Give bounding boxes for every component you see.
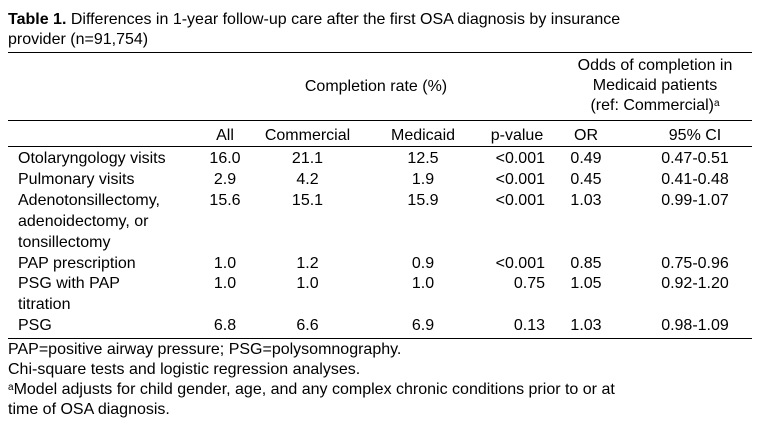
cell-ci: 0.41-0.48: [661, 171, 729, 188]
row-label-cont: titration: [18, 296, 71, 313]
cell-ci: 0.92-1.20: [661, 275, 729, 292]
cell-or: 1.03: [570, 192, 602, 209]
cell-pvalue: 0.13: [513, 317, 545, 334]
col-header-pvalue: p-value: [490, 127, 544, 144]
col-header-commercial: Commercial: [264, 127, 351, 144]
row-label: PAP prescription: [18, 255, 136, 272]
cell-all: 1.0: [213, 255, 237, 272]
table-caption-cont: provider (n=91,754): [8, 31, 149, 48]
cell-all: 1.0: [213, 275, 237, 292]
cell-ci: 0.98-1.09: [661, 317, 729, 334]
row-label: PSG: [18, 317, 52, 334]
cell-commercial: 4.2: [296, 171, 319, 188]
cell-pvalue: <0.001: [495, 150, 545, 167]
table-title: Table 1. Differences in 1-year follow-up…: [8, 10, 748, 50]
col-header-all: All: [216, 127, 234, 144]
cell-medicaid: 15.9: [407, 192, 439, 209]
cell-commercial: 15.1: [291, 192, 324, 209]
top-rule: [8, 52, 752, 53]
column-header-rule: [8, 146, 752, 147]
cell-or: 0.49: [570, 150, 602, 167]
cell-all: 15.6: [209, 192, 241, 209]
footnote-marker-a: a: [714, 98, 720, 109]
row-label: PSG with PAP: [18, 275, 120, 292]
cell-ci: 0.47-0.51: [661, 150, 729, 167]
row-label: Adenotonsillectomy,: [18, 192, 160, 209]
row-label: Otolaryngology visits: [18, 150, 166, 167]
col-header-medicaid: Medicaid: [390, 127, 456, 144]
table-caption: Differences in 1-year follow-up care aft…: [66, 11, 621, 28]
bottom-rule: [8, 338, 752, 339]
cell-all: 6.8: [213, 317, 237, 334]
row-label-cont: tonsillectomy: [18, 234, 111, 251]
footnote-a-cont: time of OSA diagnosis.: [8, 401, 170, 418]
row-label: Pulmonary visits: [18, 171, 135, 188]
cell-or: 1.05: [570, 275, 602, 292]
row-label-cont: adenoidectomy, or: [18, 213, 149, 230]
cell-commercial: 6.6: [296, 317, 319, 334]
cell-medicaid: 1.0: [411, 275, 435, 292]
header-completion-rate: Completion rate (%): [304, 78, 448, 95]
footnote-a-marker: a: [8, 382, 14, 393]
cell-all: 2.9: [213, 171, 237, 188]
col-header-or: OR: [574, 127, 598, 144]
cell-or: 1.03: [570, 317, 602, 334]
cell-pvalue: <0.001: [495, 255, 545, 272]
cell-ci: 0.75-0.96: [661, 255, 729, 272]
cell-commercial: 1.0: [296, 275, 319, 292]
header-odds-line1: Odds of completion in: [577, 57, 733, 74]
cell-medicaid: 12.5: [407, 150, 439, 167]
header-odds-line2: Medicaid patients: [592, 77, 718, 94]
cell-all: 16.0: [209, 150, 241, 167]
cell-pvalue: <0.001: [495, 192, 545, 209]
footnote-abbreviations: PAP=positive airway pressure; PSG=polyso…: [8, 341, 402, 358]
cell-pvalue: 0.75: [513, 275, 545, 292]
footnote-tests: Chi-square tests and logistic regression…: [8, 361, 361, 378]
col-header-ci: 95% CI: [668, 127, 722, 144]
cell-commercial: 1.2: [296, 255, 319, 272]
header-rule: [8, 120, 752, 121]
header-odds-line3: (ref: Commercial)a: [590, 97, 720, 114]
cell-medicaid: 0.9: [411, 255, 435, 272]
cell-or: 0.45: [570, 171, 602, 188]
cell-medicaid: 6.9: [411, 317, 435, 334]
table-number: Table 1.: [8, 11, 67, 28]
cell-commercial: 21.1: [291, 150, 324, 167]
cell-pvalue: <0.001: [495, 171, 545, 188]
cell-medicaid: 1.9: [411, 171, 435, 188]
footnote-a: aModel adjusts for child gender, age, an…: [8, 381, 615, 398]
cell-ci: 0.99-1.07: [661, 192, 729, 209]
cell-or: 0.85: [570, 255, 602, 272]
